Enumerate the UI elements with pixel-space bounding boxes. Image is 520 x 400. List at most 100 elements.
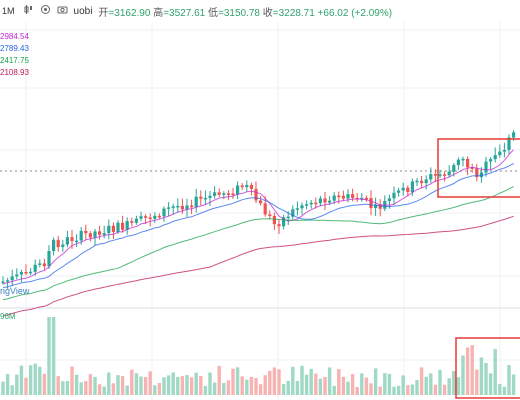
volume-bar [424,376,428,395]
volume-bar [38,366,42,395]
watermark: ngView [0,286,30,296]
candle-body [410,181,414,193]
candle-body [185,205,189,210]
candle-body [277,224,281,227]
volume-bar [74,374,79,395]
volume-bar [97,384,102,395]
ma-value-1: 2984.54 [0,32,29,41]
volume-bar [327,367,332,395]
volume-bar [392,386,396,395]
candle-body [461,158,465,161]
candle-body [240,185,244,188]
candle-body [75,240,79,243]
volume-bar [226,380,231,395]
candle-type-icon[interactable] [23,4,34,18]
candle-body [268,214,272,216]
volume-bar [212,382,217,395]
candle-body [98,231,102,235]
candle-body [226,193,230,195]
candle-body [176,205,180,208]
candle-body [33,264,37,272]
volume-bar [231,368,235,395]
candle-body [52,239,56,251]
volume-bar [217,365,221,395]
volume-bar [176,376,180,395]
volume-bar [281,384,286,395]
candle-body [134,218,138,223]
candle-body [406,187,410,193]
volume-bar [139,376,143,395]
candle-body [102,233,106,235]
candle-body [6,280,10,282]
volume-bar [332,385,336,395]
candle-body [489,159,493,162]
volume-bar [350,374,355,395]
candle-body [144,216,148,218]
candle-body [167,207,171,209]
volume-bar [153,385,157,395]
change-value: +66.02 (+2.09%) [317,7,393,19]
candle-body [475,168,479,178]
volume-bar [360,373,364,395]
candle-body [364,197,368,200]
candle-body [300,205,304,209]
candle-body [332,195,336,201]
candle-body [314,202,318,205]
camera-icon[interactable] [57,4,68,18]
highlight-box-volume [455,337,520,399]
high-label: 高 [153,7,164,19]
candle-body [84,230,88,234]
candle-body [323,198,327,203]
candle-body [493,155,497,160]
candle-body [309,202,313,205]
candle-body [171,206,175,208]
volume-bar [180,376,185,395]
volume-bar [42,373,47,395]
volume-bar [337,369,341,395]
volume-bar [258,384,263,395]
volume-bar [300,365,304,395]
candle-body [360,197,364,200]
volume-bar [456,377,461,395]
volume-bar [65,381,70,395]
volume-bar [93,376,97,395]
volume-bar [373,368,378,395]
volume-bar [1,381,5,395]
volume-bar [475,369,479,395]
candle-body [374,204,378,209]
volume-bar [143,377,148,395]
candle-body [121,222,125,230]
candle-body [452,165,456,172]
candle-body [93,231,97,238]
volume-bar [323,377,327,395]
timeframe-button[interactable]: 1M [2,6,15,16]
volume-bar [79,382,83,395]
volume-bar [364,377,369,395]
low-value: 3150.78 [223,7,260,19]
volume-bar [286,380,290,395]
volume-bar [199,375,203,395]
volume-bar [438,369,442,395]
candle-body [190,205,194,208]
candle-body [346,194,350,199]
candle-body [65,237,69,245]
volume-bar [61,381,65,395]
volume-bar [465,347,470,395]
settings-icon[interactable] [40,4,51,18]
volume-bar [346,381,350,395]
volume-bar [429,373,433,395]
volume-bar [171,372,175,395]
candle-body [111,225,115,233]
volume-bar [15,374,19,395]
candle-body [318,198,322,204]
candle-body [38,263,42,265]
volume-bar [355,386,359,395]
close-label: 收 [262,7,273,19]
volume-bar [378,386,382,395]
volume-bar [51,317,56,395]
candle-body [70,237,74,242]
candle-body [466,158,470,168]
volume-bar [304,374,309,395]
open-label: 开 [98,7,109,19]
